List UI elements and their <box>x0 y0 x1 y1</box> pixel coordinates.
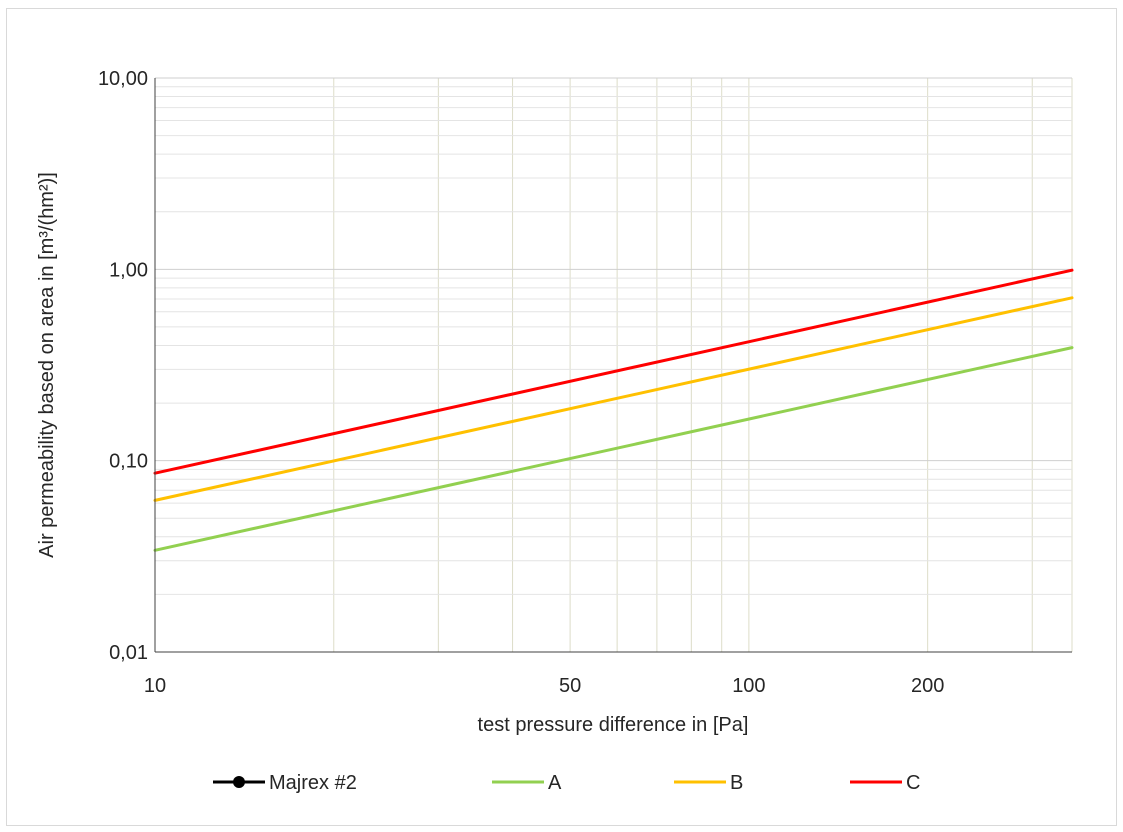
chart-frame <box>6 8 1117 826</box>
y-tick-label: 1,00 <box>109 259 148 281</box>
x-tick-label: 100 <box>732 675 765 697</box>
y-tick-label: 0,10 <box>109 451 148 473</box>
legend-marker-majrex-2 <box>233 776 245 788</box>
x-gridlines <box>333 78 1073 652</box>
x-tick-labels: 10 50 100 200 <box>144 675 944 697</box>
legend-label-a: A <box>548 772 562 794</box>
y-tick-label: 10,00 <box>98 68 148 90</box>
x-tick-label: 50 <box>559 675 581 697</box>
series-line-c <box>153 268 1074 475</box>
legend-label-c: C <box>906 772 920 794</box>
x-tick-label: 200 <box>911 675 944 697</box>
y-tick-label: 0,01 <box>109 642 148 664</box>
legend: Majrex #2 A B C <box>213 772 920 794</box>
series-lines <box>153 268 1074 552</box>
legend-label-b: B <box>730 772 743 794</box>
series-line-b <box>153 296 1074 502</box>
y-axis-label: Air permeability based on area in [m³/(h… <box>36 172 58 558</box>
series-line-a <box>153 346 1074 552</box>
y-tick-labels: 0,01 0,10 1,00 10,00 <box>98 68 148 664</box>
y-gridlines <box>155 77 1072 595</box>
x-tick-label: 10 <box>144 675 166 697</box>
x-axis-label: test pressure difference in [Pa] <box>478 714 749 736</box>
legend-label-majrex-2: Majrex #2 <box>269 772 357 794</box>
